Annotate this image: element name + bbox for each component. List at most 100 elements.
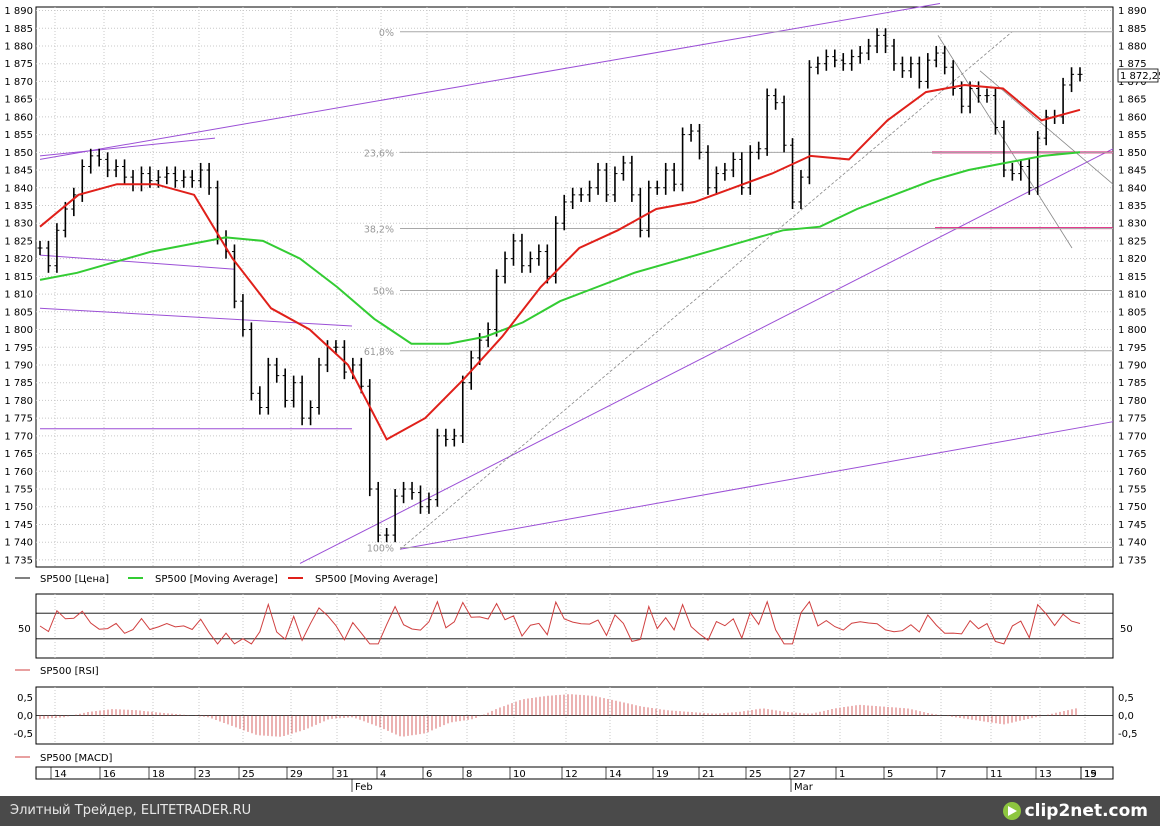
y-tick-label-right: 1 755 [1118, 485, 1147, 496]
x-day-label: 4 [380, 769, 386, 780]
y-tick-label-left: 1 795 [4, 343, 33, 354]
price-y-axis-left: 1 735 1 740 1 745 1 750 1 755 1 760 1 765 1 770… [4, 6, 33, 566]
x-day-label: 25 [749, 769, 762, 780]
logo-text: clip2net.com [1024, 801, 1148, 821]
y-tick-label-right: 1 880 [1118, 41, 1147, 52]
macd-tick-right: 0,0 [1118, 711, 1134, 722]
x-day-label: 21 [702, 769, 715, 780]
legend-macd: SP500 [MACD] [40, 753, 113, 764]
macd-axis-labels: 0,5 0,5 0,0 0,0 -0,5 -0,5 [13, 693, 1137, 740]
y-tick-label-left: 1 835 [4, 201, 33, 212]
legend-ma-short: SP500 [Moving Average] [315, 574, 438, 585]
legend-price: SP500 [Цена] [40, 574, 109, 585]
y-tick-label-left: 1 780 [4, 396, 33, 407]
fib-level-label: 50% [373, 287, 394, 298]
x-month-label: Mar [794, 782, 814, 793]
x-day-label: 14 [54, 769, 67, 780]
legend-ma-long: SP500 [Moving Average] [155, 574, 278, 585]
rsi-line [39, 600, 1081, 645]
x-axis-labels: 14 16 18 23 25 29 31 4 6 8 10 12 14 19 21 25 27 1 5 7 11 13 15… [50, 767, 1097, 793]
y-tick-label-right: 1 835 [1118, 201, 1147, 212]
y-tick-label-right: 1 795 [1118, 343, 1147, 354]
x-day-label: 31 [336, 769, 349, 780]
last-price-label: 1 872,25 [1120, 71, 1160, 82]
rsi-label-right: 50 [1120, 624, 1133, 635]
price-grid [36, 7, 1113, 567]
last-price-marker: 1 872,25 [1117, 68, 1160, 83]
x-day-label: 19 [1084, 769, 1097, 780]
x-day-label: 25 [242, 769, 255, 780]
rsi-grid [36, 594, 1113, 658]
x-day-label: 15 [1084, 769, 1097, 780]
clip2net-logo: clip2net.com [1002, 800, 1148, 822]
y-tick-label-left: 1 820 [4, 254, 33, 265]
y-tick-label-right: 1 740 [1118, 538, 1147, 549]
macd-tick-left: 0,0 [17, 711, 33, 722]
y-tick-label-left: 1 815 [4, 272, 33, 283]
y-tick-label-right: 1 890 [1118, 6, 1147, 17]
down-channel-line-1 [937, 35, 1073, 249]
y-tick-label-left: 1 885 [4, 24, 33, 35]
y-tick-label-right: 1 745 [1118, 520, 1147, 531]
moving-average-long-line [39, 151, 1081, 345]
y-tick-label-right: 1 805 [1118, 307, 1147, 318]
y-tick-label-left: 1 890 [4, 6, 33, 17]
fib-level-label: 0% [379, 28, 394, 39]
play-arrow-icon [1002, 802, 1021, 820]
y-tick-label-right: 1 825 [1118, 236, 1147, 247]
y-tick-label-right: 1 885 [1118, 24, 1147, 35]
y-tick-label-left: 1 870 [4, 77, 33, 88]
y-tick-label-right: 1 855 [1118, 130, 1147, 141]
x-day-label: 11 [990, 769, 1003, 780]
y-tick-label-right: 1 760 [1118, 467, 1147, 478]
macd-grid [36, 687, 1113, 744]
price-y-axis-right: 1 735 1 740 1 745 1 750 1 755 1 760 1 765 1 770… [1118, 6, 1147, 566]
y-tick-label-right: 1 750 [1118, 502, 1147, 513]
macd-bars [39, 694, 1077, 737]
y-tick-label-left: 1 830 [4, 219, 33, 230]
price-panel [35, 6, 1114, 568]
y-tick-label-right: 1 870 [1118, 77, 1147, 88]
lower-channel-line [399, 421, 1114, 550]
y-tick-label-left: 1 750 [4, 502, 33, 513]
y-tick-label-left: 1 740 [4, 538, 33, 549]
y-tick-label-left: 1 845 [4, 166, 33, 177]
y-tick-label-right: 1 775 [1118, 414, 1147, 425]
fib-level-label: 61,8% [364, 347, 394, 358]
macd-tick-left: -0,5 [13, 729, 33, 740]
y-tick-label-left: 1 760 [4, 467, 33, 478]
price-bars [37, 28, 1083, 543]
x-day-label: 6 [426, 769, 432, 780]
y-tick-label-left: 1 790 [4, 360, 33, 371]
y-tick-label-right: 1 820 [1118, 254, 1147, 265]
moving-average-short-line [39, 83, 1081, 441]
y-tick-label-right: 1 840 [1118, 183, 1147, 194]
y-tick-label-left: 1 755 [4, 485, 33, 496]
rsi-legend: SP500 [RSI] [15, 666, 99, 677]
x-day-label: 29 [290, 769, 303, 780]
y-tick-label-left: 1 805 [4, 307, 33, 318]
y-tick-label-left: 1 785 [4, 378, 33, 389]
macd-tick-left: 0,5 [17, 693, 33, 704]
trend-line-left-1 [39, 254, 236, 270]
x-day-label: 8 [466, 769, 472, 780]
trend-line-left-2 [39, 307, 353, 327]
legend-rsi: SP500 [RSI] [40, 666, 99, 677]
y-tick-label-left: 1 775 [4, 414, 33, 425]
macd-tick-right: -0,5 [1118, 729, 1138, 740]
x-day-label: 18 [152, 769, 165, 780]
y-tick-label-right: 1 800 [1118, 325, 1147, 336]
y-tick-label-left: 1 765 [4, 449, 33, 460]
x-axis [35, 766, 1114, 780]
upper-channel-line [39, 2, 941, 160]
y-tick-label-right: 1 815 [1118, 272, 1147, 283]
y-tick-label-left: 1 875 [4, 59, 33, 70]
footer-bar: Элитный Трейдер, ELITETRADER.RU clip2net… [0, 796, 1160, 826]
x-day-label: 16 [103, 769, 116, 780]
x-day-label: 12 [565, 769, 578, 780]
y-tick-label-right: 1 790 [1118, 360, 1147, 371]
price-legend: SP500 [Цена] SP500 [Moving Average] SP50… [15, 574, 438, 585]
rsi-label-left: 50 [18, 624, 31, 635]
y-tick-label-left: 1 860 [4, 112, 33, 123]
